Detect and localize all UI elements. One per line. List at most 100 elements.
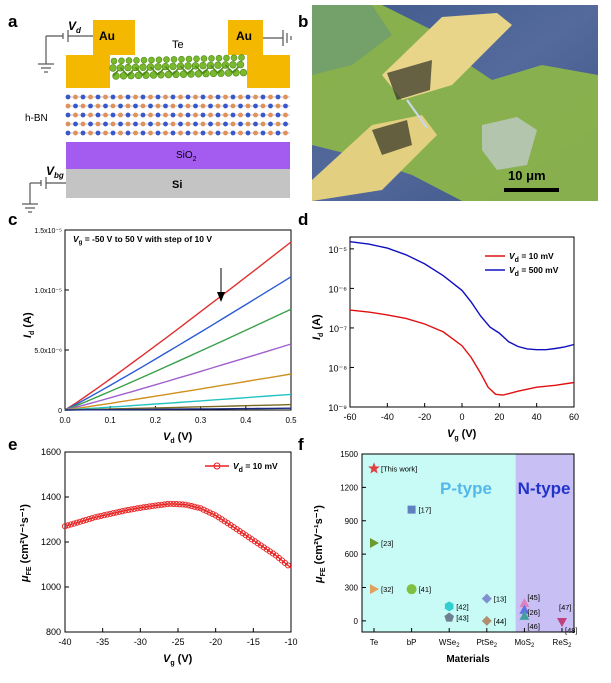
sio2-layer [66, 142, 290, 169]
hbn-atom [148, 121, 153, 127]
mobility-point [92, 514, 99, 521]
x-tick-label: 0 [459, 412, 464, 422]
te-atom [178, 55, 185, 63]
hbn-atom [208, 121, 213, 127]
hbn-atom [103, 94, 108, 100]
data-point-triangle [557, 617, 567, 627]
x-tick-label: -35 [96, 637, 109, 647]
hbn-atom [230, 121, 236, 127]
panel-letter-d: d [298, 210, 309, 229]
hbn-label: h-BN [25, 113, 48, 124]
hbn-atom [193, 130, 198, 136]
series-line [64, 308, 292, 411]
x-tick-label: -25 [171, 637, 184, 647]
hbn-atom [110, 112, 116, 118]
x-tick-label: 0.3 [195, 416, 207, 425]
mobility-point [155, 502, 162, 509]
te-atom [163, 56, 170, 63]
hbn-atom [170, 103, 176, 109]
hbn-atom [80, 121, 86, 127]
hbn-atom [88, 103, 93, 109]
y-tick-label: 800 [46, 627, 61, 637]
mobility-point [146, 503, 153, 510]
data-point-diamond [481, 593, 492, 604]
mobility-point [86, 516, 93, 523]
hbn-atom [275, 112, 281, 118]
data-point-diamond [481, 615, 492, 626]
x-tick-label: 40 [532, 412, 542, 422]
series-line [64, 241, 292, 411]
data-point-triangle [519, 598, 530, 608]
hbn-atom [80, 130, 86, 136]
data-point-label: [23] [381, 539, 394, 548]
plot-frame [64, 229, 292, 411]
hbn-atom [155, 94, 161, 100]
data-point-label: [48] [565, 626, 578, 635]
chart-f: P-type N-type 0 300 600 900 1200 1500 Te bP WSe2 Pt… [313, 450, 578, 665]
hbn-atom [245, 130, 251, 136]
hbn-atom [208, 103, 213, 109]
hbn-atom [170, 130, 176, 136]
te-atom [208, 55, 215, 62]
data-point-star [368, 462, 380, 474]
mobility-point [185, 502, 192, 509]
te-atom [179, 70, 188, 78]
hbn-layers [65, 94, 290, 136]
te-flake [406, 99, 428, 129]
hbn-atom [65, 103, 71, 109]
vbg-source-symbol [22, 177, 66, 213]
te-atom [118, 57, 125, 65]
x-tick-label: -40 [58, 637, 71, 647]
hbn-atom [260, 94, 266, 100]
au-right-label: Au [236, 29, 252, 43]
mobility-point [149, 502, 156, 510]
mobility-point [64, 522, 72, 529]
hbn-atom [73, 130, 78, 136]
hbn-atom [223, 103, 228, 109]
panel-letter-c: c [8, 210, 18, 229]
mobility-point [128, 506, 135, 513]
hbn-atom [245, 112, 251, 118]
hbn-atom [245, 103, 251, 109]
data-point-label: [41] [419, 585, 432, 594]
hbn-atom [73, 94, 78, 100]
hbn-atom [73, 103, 78, 109]
panel-letter-e: e [8, 435, 18, 454]
mobility-point [230, 524, 237, 531]
hbn-atom [148, 103, 153, 109]
y-tick-label: 10⁻⁵ [329, 245, 348, 255]
optical-micrograph: 10 μm [312, 5, 598, 201]
hbn-atom [155, 130, 161, 136]
hbn-atom [185, 103, 191, 109]
hbn-atom [200, 103, 206, 109]
hbn-atom [268, 121, 273, 127]
hbn-atom [148, 94, 153, 100]
te-atom [154, 63, 162, 71]
hbn-atom [193, 103, 198, 109]
mobility-point [61, 523, 69, 530]
te-atom [125, 57, 133, 64]
hbn-atom [200, 94, 206, 100]
hbn-atom [283, 130, 288, 136]
mobility-point [209, 510, 216, 518]
hbn-atom [95, 112, 101, 118]
hbn-atom [208, 94, 213, 100]
hbn-atom [118, 103, 123, 109]
y-axis-label: Id (A) [311, 314, 325, 340]
mobility-point [170, 500, 177, 507]
te-atom [229, 61, 237, 69]
hbn-atom [185, 112, 191, 118]
y-tick-label: 1000 [41, 582, 61, 592]
hbn-atom [133, 103, 138, 109]
data-point-label: [13] [494, 595, 507, 604]
hbn-atom [163, 121, 168, 127]
series-line [64, 276, 292, 411]
te-atom [239, 68, 248, 77]
legend-label: Vd = 10 mV [233, 461, 278, 474]
mobility-point [248, 536, 255, 543]
mobility-point [215, 514, 222, 521]
data-point-label: [43] [456, 614, 469, 623]
vd-source-symbol [38, 30, 93, 73]
te-atom [170, 56, 178, 63]
x-tick-label: -15 [247, 637, 260, 647]
